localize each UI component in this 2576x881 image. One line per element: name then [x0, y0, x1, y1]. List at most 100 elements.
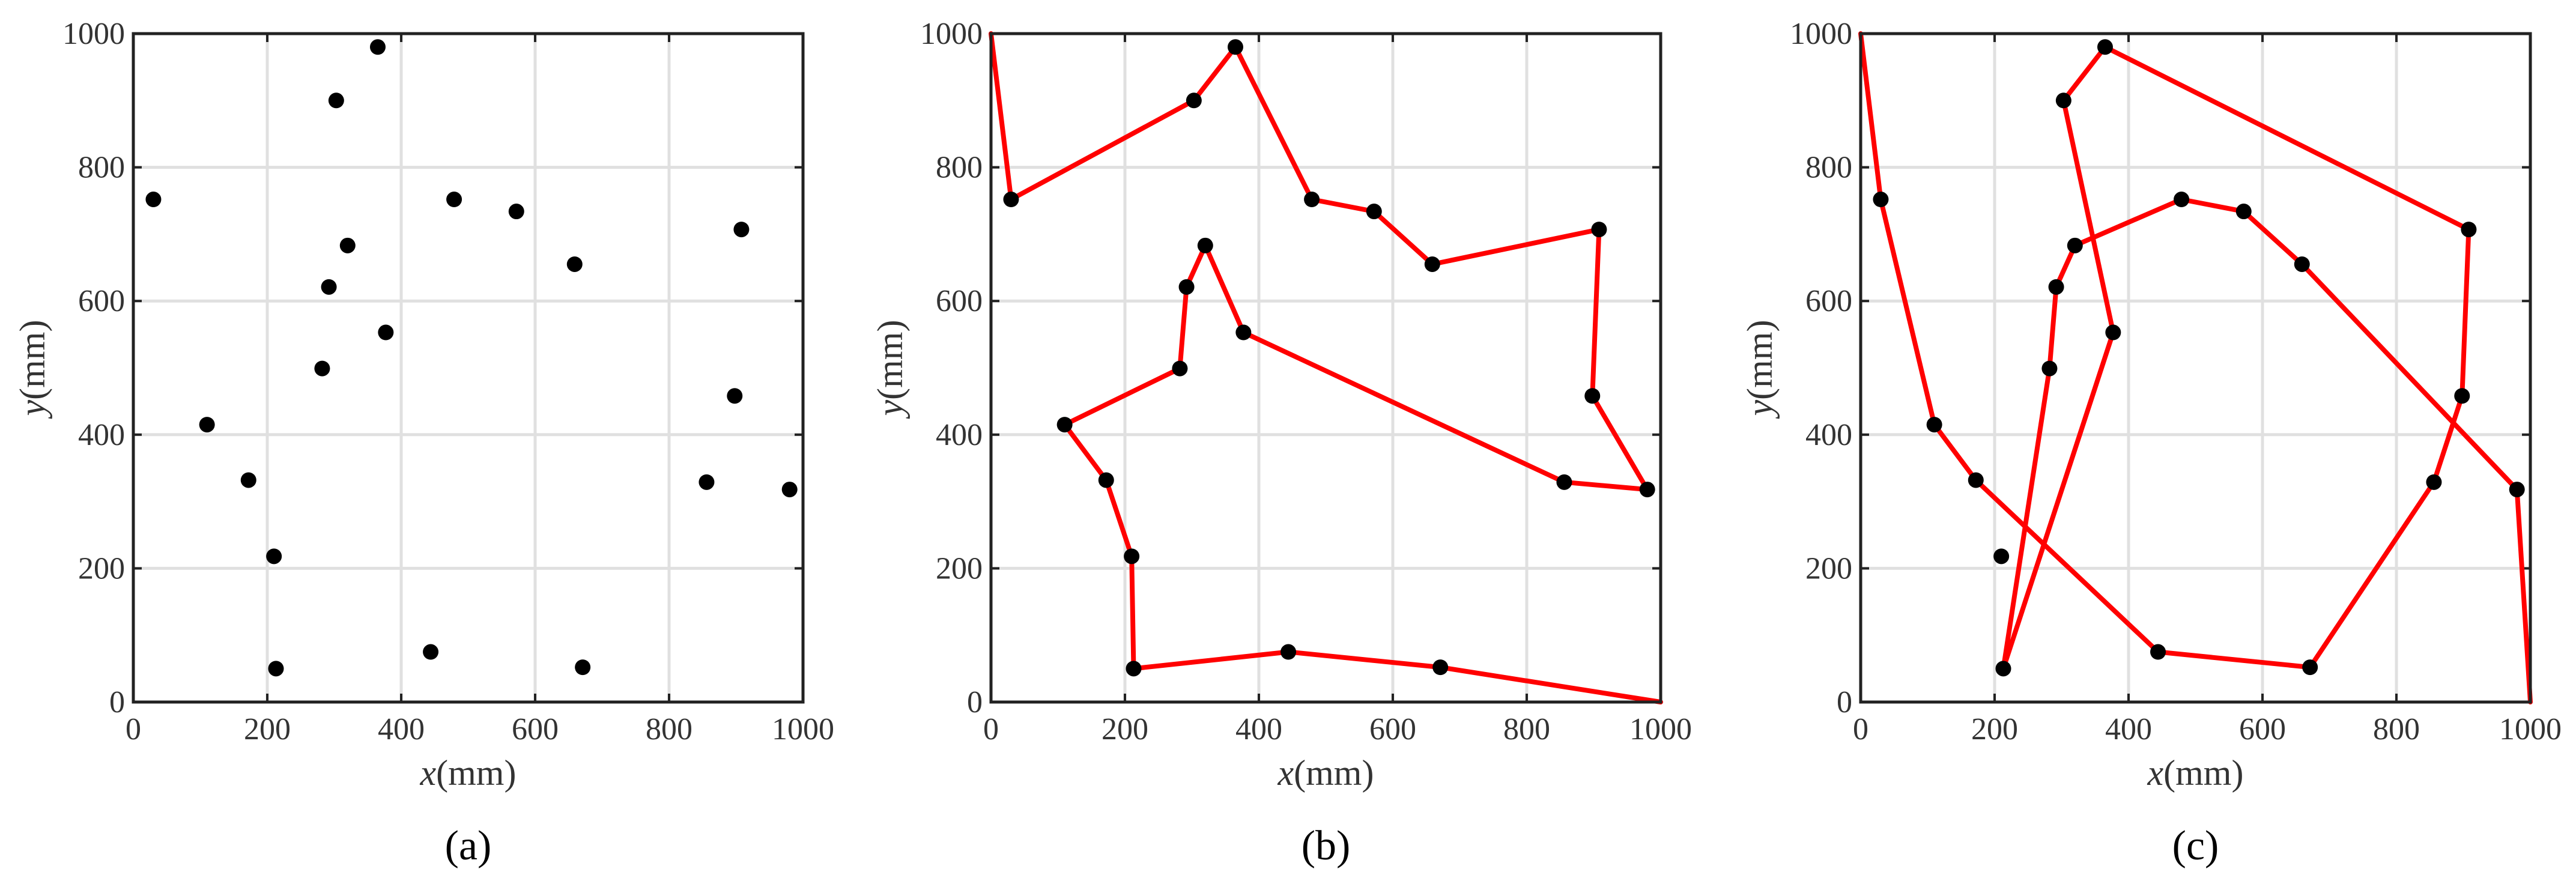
y-axis-label: y(mm) — [13, 320, 52, 420]
data-point — [2174, 192, 2190, 208]
data-point — [1235, 324, 1252, 341]
x-tick-label: 0 — [126, 712, 141, 746]
data-point — [1280, 644, 1297, 660]
x-axis-var: x — [1277, 753, 1294, 793]
x-tick-label: 0 — [1853, 712, 1868, 746]
data-point — [423, 644, 439, 660]
data-point — [727, 388, 743, 404]
y-axis-var: y — [870, 399, 910, 419]
x-axis-var: x — [420, 753, 437, 793]
data-point — [1968, 472, 1984, 488]
y-tick-label: 1000 — [1790, 17, 1852, 51]
y-axis-unit: (mm) — [870, 320, 910, 400]
data-point — [1556, 474, 1572, 490]
data-point — [699, 474, 715, 490]
data-point — [1366, 204, 1382, 220]
data-point — [1873, 192, 1889, 208]
data-point — [240, 472, 256, 488]
x-tick-label: 600 — [512, 712, 559, 746]
data-point — [1056, 417, 1073, 433]
y-tick-label: 800 — [1805, 151, 1852, 185]
x-tick-label: 600 — [1369, 712, 1416, 746]
data-point — [1003, 192, 1019, 208]
data-point — [2235, 204, 2252, 220]
y-tick-label: 200 — [1805, 551, 1852, 586]
x-axis-label: x(mm) — [420, 753, 517, 793]
data-point — [1098, 472, 1114, 488]
y-tick-label: 1000 — [920, 17, 983, 51]
data-point — [2426, 474, 2442, 490]
data-point — [1227, 39, 1243, 55]
x-tick-label: 1000 — [772, 712, 834, 746]
data-point — [1926, 417, 1942, 433]
data-point — [2454, 388, 2470, 404]
panel-b: 0 200 400 600 800 100002004006008001000x(mm)y… — [870, 17, 1692, 869]
data-point — [321, 279, 337, 295]
data-point — [378, 324, 394, 341]
x-axis-unit: (mm) — [2163, 753, 2243, 793]
y-axis-unit: (mm) — [1740, 320, 1780, 400]
y-tick-label: 0 — [109, 685, 125, 719]
data-point — [2302, 659, 2318, 676]
x-axis-var: x — [2147, 753, 2164, 793]
data-point — [1993, 548, 2010, 565]
data-point — [1995, 661, 2011, 677]
data-point — [2461, 222, 2477, 238]
x-axis-label: x(mm) — [1277, 753, 1374, 793]
data-point — [266, 548, 282, 565]
data-point — [2097, 39, 2113, 55]
axes-frame — [989, 32, 1662, 704]
panel-label: (c) — [2172, 823, 2219, 869]
axes-frame — [132, 32, 805, 704]
data-point — [369, 39, 386, 55]
panel-label: (b) — [1302, 823, 1351, 869]
data-point — [328, 92, 344, 109]
panel-c: 0 200 400 600 800 100002004006008001000x(mm)y… — [1740, 17, 2562, 869]
data-point — [145, 192, 162, 208]
y-axis-label: y(mm) — [1740, 320, 1780, 420]
y-tick-label: 1000 — [62, 17, 125, 51]
y-axis-unit: (mm) — [13, 320, 52, 400]
x-tick-label: 800 — [2373, 712, 2420, 746]
plot-area — [133, 34, 803, 702]
y-tick-label: 200 — [936, 551, 983, 586]
data-point — [781, 482, 798, 498]
data-point — [1432, 659, 1449, 676]
y-tick-label: 800 — [936, 151, 983, 185]
x-axis-unit: (mm) — [1294, 753, 1374, 793]
y-tick-label: 0 — [967, 685, 983, 719]
x-tick-label: 800 — [1503, 712, 1550, 746]
data-point — [508, 204, 524, 220]
x-tick-label: 200 — [244, 712, 291, 746]
x-axis-unit: (mm) — [436, 753, 516, 793]
x-tick-label: 200 — [1971, 712, 2018, 746]
y-tick-label: 600 — [1805, 284, 1852, 318]
axes-frame — [1859, 32, 2532, 704]
x-tick-label: 400 — [2105, 712, 2152, 746]
data-point — [2150, 644, 2166, 660]
y-axis-var: y — [1740, 399, 1780, 419]
data-point — [2294, 256, 2310, 272]
plot-area — [991, 34, 1661, 702]
plot-area — [1861, 34, 2530, 702]
x-tick-label: 400 — [378, 712, 425, 746]
data-point — [1178, 279, 1195, 295]
y-tick-label: 200 — [78, 551, 125, 586]
y-tick-label: 800 — [78, 151, 125, 185]
x-axis-label: x(mm) — [2147, 753, 2244, 793]
data-point — [1186, 92, 1202, 109]
x-tick-label: 800 — [646, 712, 692, 746]
data-point — [339, 237, 356, 253]
y-axis-var: y — [13, 399, 52, 419]
data-point — [446, 192, 462, 208]
y-tick-label: 400 — [78, 418, 125, 452]
y-tick-label: 600 — [936, 284, 983, 318]
data-point — [1124, 548, 1140, 565]
x-tick-label: 1000 — [1629, 712, 1692, 746]
panel-a: 0 200 400 600 800 100002004006008001000x(mm)y… — [13, 17, 834, 869]
data-point — [268, 661, 284, 677]
data-point — [2067, 237, 2083, 253]
data-point — [2048, 279, 2064, 295]
y-tick-label: 600 — [78, 284, 125, 318]
